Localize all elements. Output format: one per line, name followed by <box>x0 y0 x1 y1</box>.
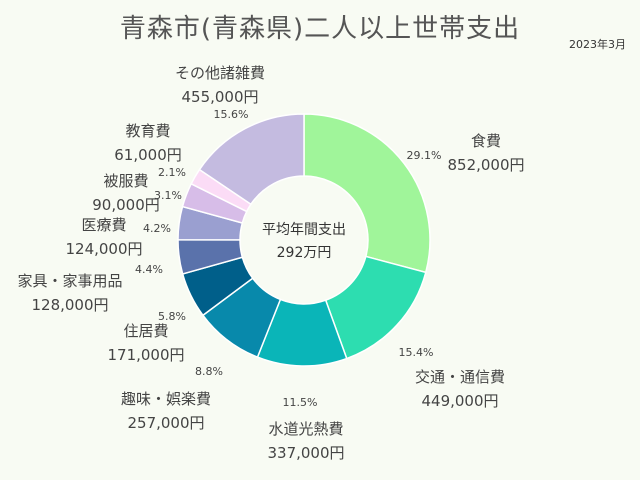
slice-percent-label: 11.5% <box>283 396 318 409</box>
chart-title: 青森市(青森県)二人以上世帯支出 <box>119 14 521 44</box>
slice-value-label: 124,000円 <box>65 240 142 258</box>
center-title: 平均年間支出 <box>262 222 346 238</box>
slice-percent-label: 15.6% <box>214 108 249 121</box>
slice-name-label: 交通・通信費 <box>415 368 505 386</box>
slice-name-label: 食費 <box>471 132 501 150</box>
slice-percent-label: 5.8% <box>158 310 186 323</box>
slice-name-label: 趣味・娯楽費 <box>121 390 211 408</box>
center-value: 292万円 <box>277 245 332 261</box>
slice-9 <box>198 113 305 206</box>
slice-percent-label: 4.4% <box>135 263 163 276</box>
slice-value-label: 61,000円 <box>114 146 182 164</box>
slice-value-label: 852,000円 <box>447 156 524 174</box>
slice-name-label: 教育費 <box>125 122 170 140</box>
slice-name-label: その他諸雑費 <box>175 64 265 82</box>
slice-value-label: 128,000円 <box>31 296 108 314</box>
slice-value-label: 257,000円 <box>127 414 204 432</box>
slice-value-label: 449,000円 <box>421 392 498 410</box>
slice-value-label: 90,000円 <box>92 196 160 214</box>
slice-name-label: 被服費 <box>103 172 148 190</box>
slice-percent-label: 29.1% <box>407 149 442 162</box>
slice-name-label: 水道光熱費 <box>268 420 343 438</box>
slice-0 <box>303 113 431 274</box>
slice-name-label: 住居費 <box>123 322 168 340</box>
slice-value-label: 171,000円 <box>107 346 184 364</box>
slice-percent-label: 2.1% <box>158 166 186 179</box>
slice-value-label: 455,000円 <box>181 88 258 106</box>
slice-name-label: 医療費 <box>81 216 126 234</box>
slice-value-label: 337,000円 <box>267 444 344 462</box>
chart-date: 2023年3月 <box>569 38 626 51</box>
slice-percent-label: 8.8% <box>195 365 223 378</box>
slice-percent-label: 4.2% <box>143 222 171 235</box>
slice-percent-label: 3.1% <box>154 189 182 202</box>
slice-name-label: 家具・家事用品 <box>17 272 122 290</box>
slice-percent-label: 15.4% <box>399 346 434 359</box>
